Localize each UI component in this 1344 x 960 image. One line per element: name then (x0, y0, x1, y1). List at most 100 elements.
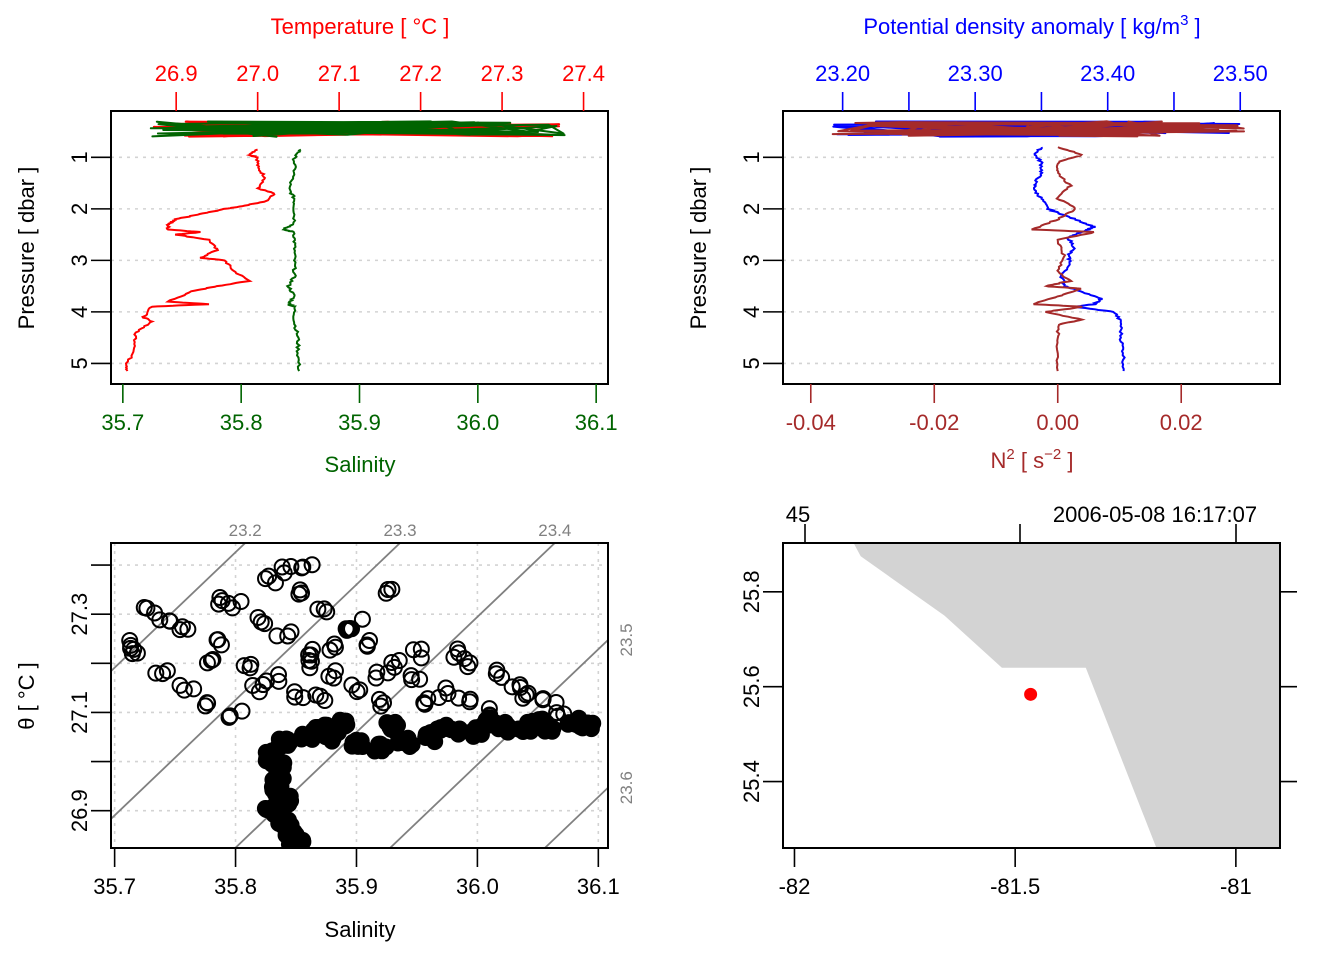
x-tick-label: -81 (1220, 874, 1252, 899)
profile-line-temperature (124, 148, 276, 372)
data-point (358, 636, 376, 654)
data-point (487, 665, 505, 683)
data-point (461, 690, 479, 708)
data-point (309, 600, 327, 618)
data-point (432, 719, 450, 737)
data-point (412, 649, 430, 667)
x-tick-label: 35.7 (93, 874, 136, 899)
data-point (301, 659, 319, 677)
land-polygon (853, 543, 1280, 848)
isopycnal-line (111, 543, 401, 821)
top-tick-label: 27.4 (562, 61, 605, 86)
data-point (481, 706, 499, 724)
y-axis-title: θ [ °C ] (14, 662, 39, 729)
bottom-tick-label: 36.1 (575, 410, 618, 435)
y-tick-label: 25.4 (739, 760, 764, 803)
data-point (445, 648, 463, 666)
data-point (286, 688, 304, 706)
bottom-tick-label: -0.04 (786, 410, 836, 435)
data-point (273, 558, 291, 576)
x-tick-label: 35.9 (335, 874, 378, 899)
bottom-tick-label: 35.7 (101, 410, 144, 435)
data-point (548, 704, 566, 722)
data-point (198, 694, 216, 712)
plot-frame (782, 110, 1281, 385)
axes: -82 -81.5 -81 25.8 25.6 25.4 45 2006-05-08 16:1… (739, 502, 1297, 899)
bottom-tick-label: 36.0 (456, 410, 499, 435)
grid (111, 156, 608, 365)
data-point (175, 681, 193, 699)
data-point (316, 716, 334, 734)
data-point (370, 690, 388, 708)
isopycnal-line (111, 543, 246, 673)
data-point (343, 620, 361, 638)
y-tick-label: 25.8 (739, 570, 764, 613)
isopycnal-label: 23.5 (617, 623, 636, 656)
y-tick-label: 26.9 (67, 789, 92, 832)
pressure-axis-title: Pressure [ dbar ] (686, 167, 711, 330)
data-point (514, 689, 532, 707)
data-point (154, 665, 172, 683)
data-point (135, 598, 153, 616)
data-point (303, 640, 321, 658)
data-point (555, 705, 573, 723)
bottom-tick-label: 0.00 (1036, 410, 1079, 435)
x-tick-label: 36.0 (456, 874, 499, 899)
x-tick-label: 35.8 (214, 874, 257, 899)
data-point (256, 615, 274, 633)
y-tick-label: 4 (739, 306, 764, 318)
panel-density-profile: 23.20 23.30 23.40 23.50 -0.04 -0.02 0.00 0.02 … (686, 12, 1281, 473)
y-tick-label: 27.1 (67, 691, 92, 734)
panel-ts-profile: 26.9 27.0 27.1 27.2 27.3 27.4 35.7 35.8 35.9 36.… (14, 14, 618, 477)
data-point (375, 694, 393, 712)
data-point (242, 655, 260, 673)
n2-title-suffix: ] (1061, 448, 1073, 473)
data-point (517, 686, 535, 704)
density-title-main: Potential density anomaly [ kg/m (863, 14, 1180, 39)
n2-title-sup: 2 (1006, 446, 1014, 463)
data-point (286, 683, 304, 701)
grid (783, 156, 1280, 365)
data-point (257, 570, 275, 588)
data-point (412, 640, 430, 658)
data-point (403, 671, 421, 689)
data-point (291, 832, 309, 848)
bottom-tick-label: 0.02 (1160, 410, 1203, 435)
profile-line-salinity (281, 148, 302, 372)
isopycnal-label: 23.6 (617, 771, 636, 804)
data-point (282, 623, 300, 641)
data-point (503, 678, 521, 696)
data-point (254, 676, 272, 694)
panel-station-map: -82 -81.5 -81 25.8 25.6 25.4 45 2006-05-08 16:1… (739, 502, 1297, 899)
top-label-station: 45 (786, 502, 810, 527)
data-point (293, 584, 311, 602)
data-point (333, 714, 351, 732)
n2-axis: -0.04 -0.02 0.00 0.02 (786, 384, 1203, 435)
data-point (395, 734, 413, 752)
series-lines (124, 120, 566, 372)
isopycnal-label: 23.2 (229, 521, 262, 540)
y-tick-label: 1 (739, 151, 764, 163)
data-point (270, 672, 288, 690)
x-tick-label: -81.5 (990, 874, 1040, 899)
data-point (279, 627, 297, 645)
y-tick-label: 3 (67, 254, 92, 266)
data-point (282, 557, 300, 575)
data-point (271, 757, 289, 775)
data-point (204, 651, 222, 669)
density-axis-title: Potential density anomaly [ kg/m3 ] (863, 12, 1200, 39)
top-tick-label: 27.0 (236, 61, 279, 86)
n2-title-main: N (991, 448, 1007, 473)
data-point (351, 681, 369, 699)
density-title-sup: 3 (1180, 12, 1188, 29)
pressure-axis: 1 2 3 4 5 (67, 151, 111, 370)
data-point (316, 692, 334, 710)
data-point (128, 644, 146, 662)
salinity-axis-title: Salinity (325, 452, 396, 477)
data-point (383, 654, 401, 672)
data-point (211, 588, 229, 606)
plot-frame (110, 542, 609, 849)
data-point (315, 600, 333, 618)
station-marker (1024, 687, 1038, 701)
x-tick-label: 36.1 (577, 874, 620, 899)
